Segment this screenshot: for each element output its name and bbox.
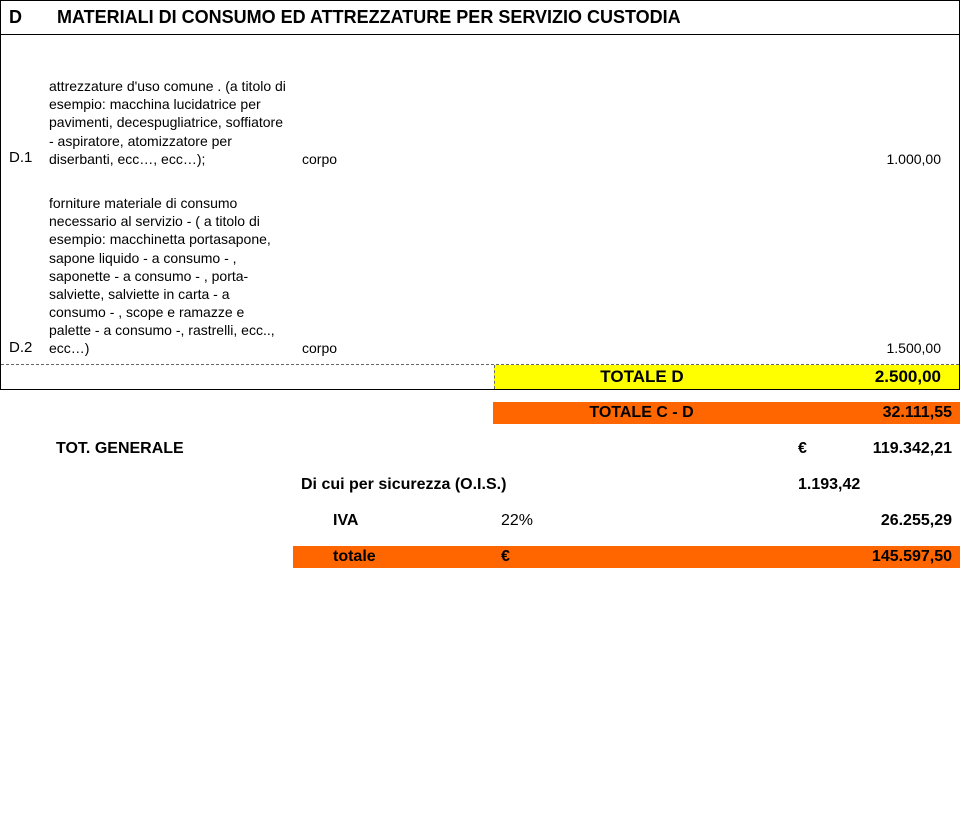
table-row: D.2 forniture materiale di consumo neces… [1,172,959,364]
row-code: D.2 [1,334,49,362]
row-description: forniture materiale di consumo necessari… [49,190,294,362]
euro-symbol: € [798,440,807,458]
grand-total-value: 145.597,50 [790,546,960,568]
section-code: D [1,1,49,34]
iva-value: 26.255,29 [790,510,960,532]
section-title: MATERIALI DI CONSUMO ED ATTREZZATURE PER… [49,1,959,34]
total-d-value: 2.500,00 [789,365,959,389]
totals-block: TOTALE C - D 32.111,55 TOT. GENERALE € 1… [0,402,960,568]
section-d-total: TOTALE D 2.500,00 [1,364,959,389]
total-d-label: TOTALE D [494,365,789,389]
table-row: D.1 attrezzature d'uso comune . (a titol… [1,35,959,172]
grand-total-label: totale [293,546,493,568]
total-generale-label: TOT. GENERALE [48,438,493,460]
section-header: D MATERIALI DI CONSUMO ED ATTREZZATURE P… [0,0,960,35]
row-amount: 1.000,00 [789,146,959,172]
rows-container: D.1 attrezzature d'uso comune . (a titol… [0,35,960,390]
row-spacer [494,190,789,362]
sicurezza-value: 1.193,42 [790,474,960,496]
row-amount: 1.500,00 [789,335,959,361]
sicurezza-label: Di cui per sicurezza (O.I.S.) [293,474,790,496]
iva-rate: 22% [493,510,790,532]
total-generale-value: € 119.342,21 [790,438,960,460]
row-spacer [494,73,789,172]
row-description: attrezzature d'uso comune . (a titolo di… [49,73,294,172]
total-generale-amount: 119.342,21 [873,440,952,458]
iva-label: IVA [293,510,493,532]
row-unit: corpo [294,146,494,172]
row-code: D.1 [1,144,49,172]
grand-total-currency: € [493,546,790,568]
total-cd-value: 32.111,55 [790,402,960,424]
row-unit: corpo [294,335,494,361]
page-container: D MATERIALI DI CONSUMO ED ATTREZZATURE P… [0,0,960,832]
total-cd-label: TOTALE C - D [493,402,790,424]
